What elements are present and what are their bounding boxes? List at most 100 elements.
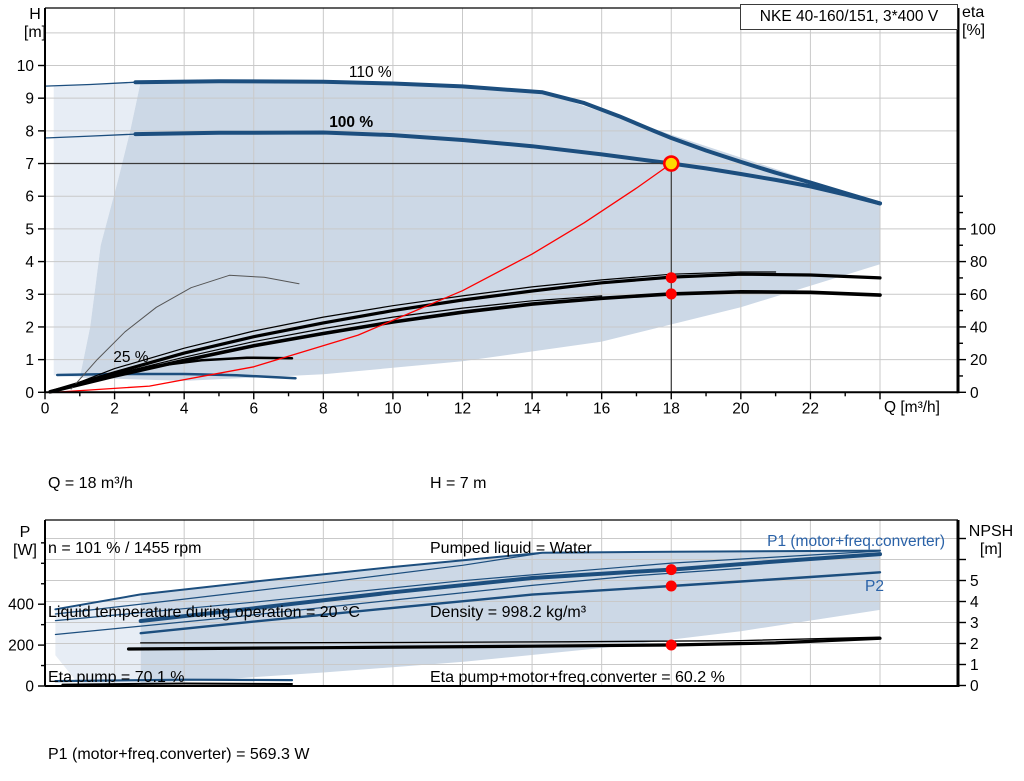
- eta-axis-header: eta [%]: [962, 4, 1002, 40]
- eta-axis-unit: [%]: [962, 22, 986, 39]
- npsh-point: [665, 639, 677, 651]
- series-control-curve: [58, 162, 672, 393]
- series-eta-total: [48, 290, 882, 394]
- p-tick-label: 400: [8, 597, 34, 614]
- tick-labels: 0 2 4 6 8 10 12 14 16 18 20 22012345678910020406080…: [17, 58, 996, 417]
- eta-pump-point: [665, 272, 677, 284]
- series-eta-total-25: [54, 356, 294, 393]
- curve-label: 100 %: [329, 114, 373, 131]
- p-axis-unit: [W]: [13, 542, 37, 559]
- h-axis-unit: [m]: [23, 24, 47, 41]
- h-tick-label: 1: [25, 352, 34, 369]
- h-tick-label: 0: [25, 385, 34, 402]
- x-tick-label: 2: [110, 400, 119, 417]
- h-axis-header: H [m]: [18, 6, 52, 42]
- x-tick-label: 8: [319, 400, 328, 417]
- p-tick-label: 0: [25, 679, 34, 696]
- envelope-light: [55, 594, 141, 686]
- info-line: Q = 18 m³/h: [48, 475, 133, 492]
- tick-labels: 0 200 400 0 1 2 3 4 5: [8, 573, 979, 696]
- eta-tick-label: 20: [970, 352, 988, 369]
- series-p1-curve: [138, 552, 882, 623]
- qh-eta-chart: 0 2 4 6 8 10 12 14 16 18 20 22012345678910020406080…: [17, 7, 996, 417]
- eta-tick-label: 40: [970, 319, 988, 336]
- p-axis-header: P [W]: [6, 524, 44, 560]
- eta-tick-label: 100: [970, 221, 996, 238]
- x-tick-label: 22: [802, 400, 819, 417]
- npsh-tick-label: 1: [970, 657, 979, 674]
- npsh-axis-symbol: NPSH: [968, 523, 1014, 540]
- power-info: P1 (motor+freq.converter) = 569.3 W P2 =…: [48, 701, 309, 781]
- envelope-light: [53, 81, 141, 378]
- x-tick-label: 10: [384, 400, 402, 417]
- info-line: Eta pump+motor+freq.converter = 60.2 %: [430, 668, 725, 686]
- x-tick-label: 4: [180, 400, 189, 417]
- series-p1-thin-b: [54, 550, 881, 622]
- pump-title-box: NKE 40-160/151, 3*400 V: [740, 4, 958, 30]
- eta-axis-symbol: eta: [962, 4, 985, 21]
- info-line: P1 (motor+freq.converter) = 569.3 W: [48, 746, 310, 763]
- x-tick-label: 20: [732, 400, 750, 417]
- ticks: [38, 537, 966, 687]
- h-tick-label: 5: [25, 221, 34, 238]
- info-line: Pumped liquid = Water: [430, 539, 592, 557]
- q-axis-label: Q [m³/h]: [884, 399, 940, 416]
- info-line: Liquid temperature during operation = 20…: [48, 604, 360, 621]
- x-tick-label: 14: [523, 400, 541, 417]
- envelope-dark: [79, 81, 881, 381]
- series-eta-pump-thin: [54, 271, 777, 393]
- npsh-tick-label: 5: [970, 573, 979, 590]
- series-speed-110: [133, 79, 882, 206]
- series-p1-envelope-top: [54, 549, 881, 611]
- series-speed-100: [133, 130, 882, 206]
- info-line: Density = 998.2 kg/m³: [430, 604, 587, 621]
- series-speed-25: [55, 372, 297, 380]
- p2-point: [665, 580, 677, 592]
- series-speed-100-lead: [44, 133, 137, 139]
- plot-border: [44, 519, 960, 687]
- series-eta-pump-min-speed: [70, 274, 300, 390]
- npsh-tick-label: 2: [970, 636, 979, 653]
- series-p1-thin-a: [54, 552, 540, 615]
- info-line: H = 7 m: [430, 475, 487, 492]
- duty-info-right: H = 7 m Pumped liquid = Water Density = …: [430, 430, 725, 731]
- gridlines: [45, 520, 958, 686]
- q-axis-header: Q [m³/h]: [884, 399, 984, 417]
- x-tick-label: 0: [41, 400, 50, 417]
- x-tick-label: 12: [454, 400, 471, 417]
- series-p1-thin-c: [54, 567, 742, 636]
- curve-label: 110 %: [349, 64, 392, 81]
- npsh-tick-label: 4: [970, 594, 979, 611]
- h-tick-label: 8: [25, 123, 34, 140]
- h-tick-label: 7: [25, 156, 34, 173]
- npsh-axis-unit: [m]: [979, 541, 1003, 558]
- p1-point: [665, 564, 677, 576]
- eta-tick-label: 80: [970, 254, 988, 271]
- h-axis-symbol: H: [29, 6, 41, 23]
- h-tick-label: 4: [25, 254, 34, 271]
- series-npsh-thin: [140, 636, 881, 644]
- h-tick-label: 3: [25, 287, 34, 304]
- curve-label: 25 %: [113, 349, 149, 366]
- eta-tick-label: 0: [970, 385, 979, 402]
- series-p2-curve: [139, 571, 882, 635]
- h-tick-label: 6: [25, 189, 34, 206]
- h-tick-label: 2: [25, 319, 34, 336]
- info-line: n = 101 % / 1455 rpm: [48, 539, 202, 557]
- ticks: [38, 64, 966, 400]
- x-tick-label: 6: [249, 400, 258, 417]
- series-p2-25: [61, 682, 293, 686]
- series-p1-25: [54, 678, 294, 683]
- npsh-tick-label: 0: [970, 678, 979, 695]
- npsh-tick-label: 3: [970, 615, 979, 632]
- series-eta-pump: [48, 272, 882, 394]
- x-tick-label: 18: [663, 400, 680, 417]
- info-line: Eta pump = 70.1 %: [48, 668, 185, 686]
- eta-tick-label: 60: [970, 287, 988, 304]
- power-npsh-chart: 0 200 400 0 1 2 3 4 5 P1 (motor+freq.converter) P2: [8, 519, 979, 696]
- npsh-axis-header: NPSH [m]: [962, 523, 1020, 559]
- curve-label: P2: [865, 578, 884, 595]
- h-tick-label: 9: [25, 91, 34, 108]
